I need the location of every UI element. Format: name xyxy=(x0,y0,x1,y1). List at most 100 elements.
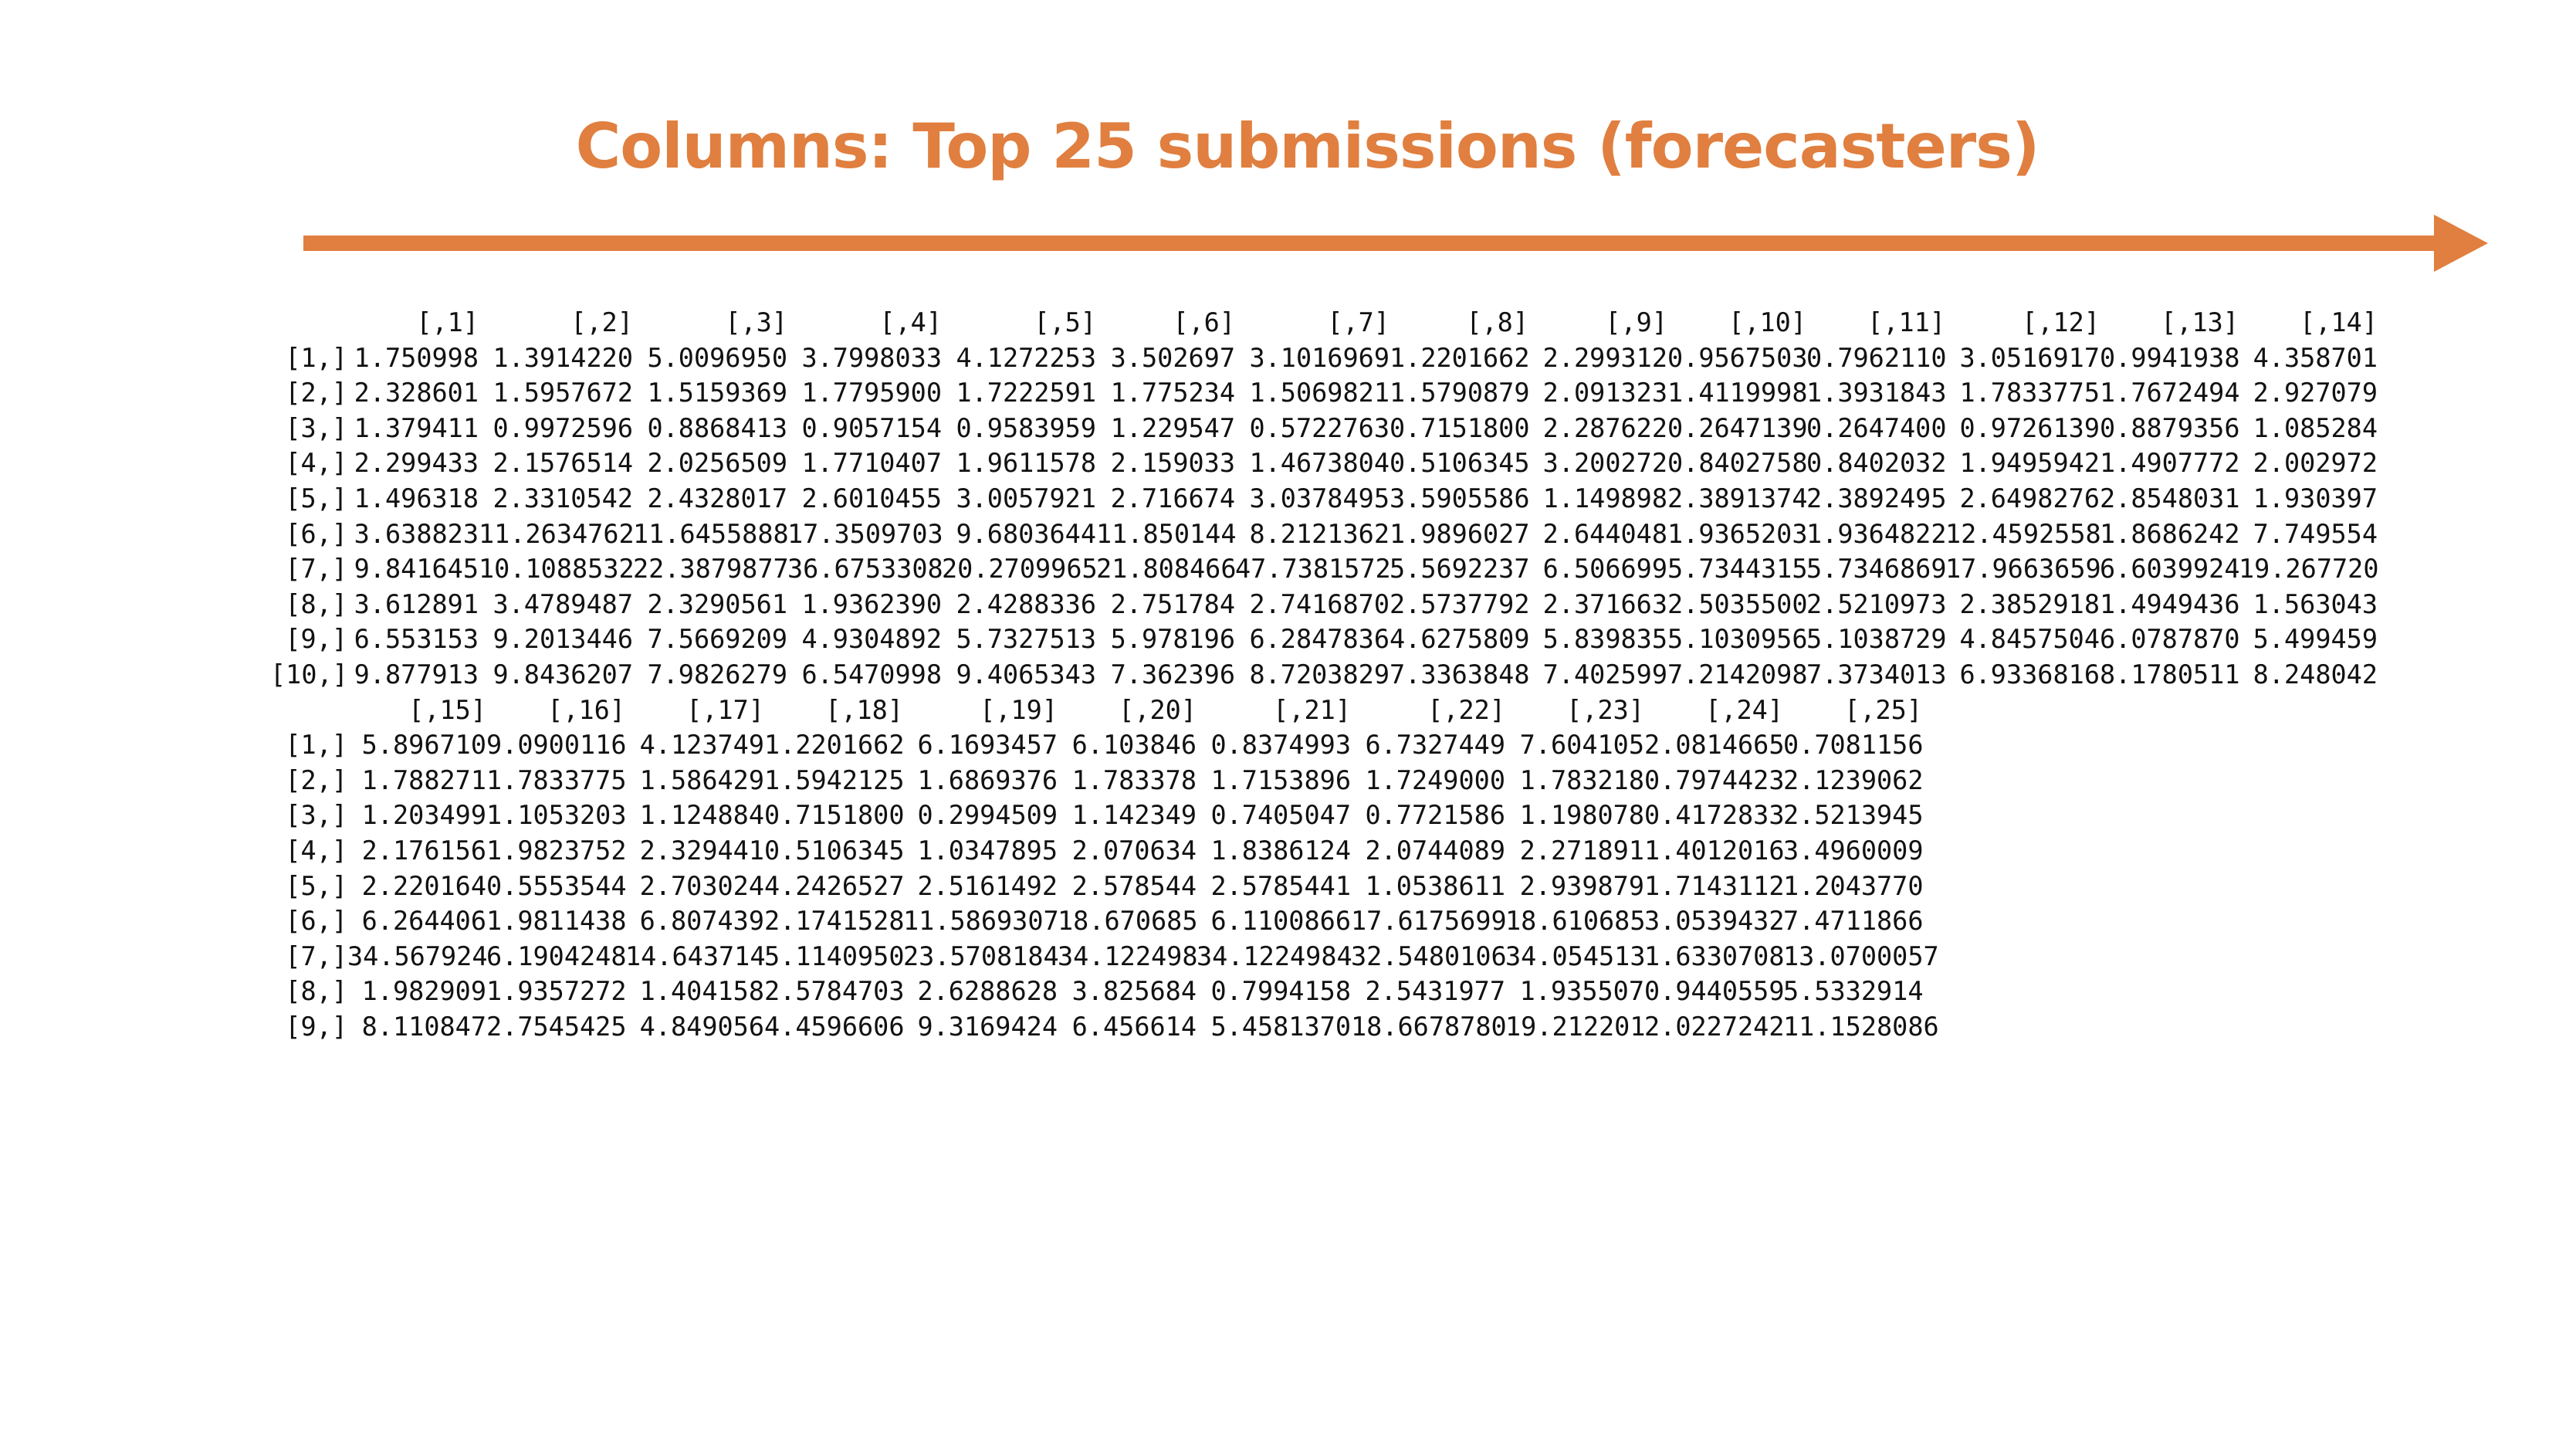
matrix-cell: 1.4949436 xyxy=(2100,588,2240,619)
matrix-cell: 2.5737792 xyxy=(1390,588,1530,619)
column-header: [,9] xyxy=(1605,307,1667,337)
matrix-cell: 1.404158 xyxy=(639,976,764,1007)
matrix-cell: 2.5035500 xyxy=(1667,588,1808,619)
column-header: [,7] xyxy=(1327,307,1390,337)
matrix-header-row: [,1] [,2] [,3] [,4] [,5] [,6] [,7] [,8] [,9] [,10… xyxy=(270,305,2493,341)
matrix-cell: 4.8457504 xyxy=(1959,624,2100,655)
matrix-cell: 0.8402758 xyxy=(1667,448,1808,479)
matrix-cell: 5.978196 xyxy=(1110,624,1235,655)
matrix-cell: 7.9826279 xyxy=(647,659,787,690)
matrix-cell: 1.7795900 xyxy=(801,378,942,408)
matrix-row: [10,] 9.877913 9.8436207 7.9826279 6.5470998… xyxy=(270,657,2493,693)
matrix-cell: 2.3852918 xyxy=(1959,588,2100,619)
matrix-cell: 6.456614 xyxy=(1071,1011,1197,1042)
matrix-cell: 9.877913 xyxy=(354,659,479,690)
matrix-cell: 0.9440559 xyxy=(1644,976,1785,1007)
matrix-row: [4,] 2.176156 1.9823752 2.329441 0.5106345 1.… xyxy=(270,833,2493,869)
matrix-cell: 9.4065343 xyxy=(956,659,1096,690)
matrix-cell: 2.091323 xyxy=(1542,378,1667,408)
matrix-cell: 1.085284 xyxy=(2253,412,2378,443)
matrix-cell: 2.7545425 xyxy=(486,1011,627,1042)
row-label: [7,] xyxy=(285,940,347,971)
matrix-cell: 3.612891 xyxy=(354,588,479,619)
matrix-cell: 2.002972 xyxy=(2253,448,2378,479)
matrix-cell: 0.7151800 xyxy=(764,800,905,831)
matrix-cell: 4.358701 xyxy=(2253,342,2378,373)
matrix-row: [6,] 6.264406 1.9811438 6.807439 2.1741528 11… xyxy=(270,903,2493,939)
matrix-cell: 5.7327513 xyxy=(956,624,1096,655)
matrix-cell: 2.329441 xyxy=(639,835,764,866)
row-label: [1,] xyxy=(285,342,347,373)
matrix-cell: 0.9057154 xyxy=(801,412,942,443)
matrix-cell: 2.1576514 xyxy=(493,448,633,479)
matrix-cell: 2.3891374 xyxy=(1667,483,1808,513)
matrix-cell: 1.3914220 xyxy=(493,342,633,373)
matrix-cell: 1.2043770 xyxy=(1783,870,1924,901)
matrix-cell: 19.267720 xyxy=(2239,554,2379,585)
matrix-cell: 0.7974423 xyxy=(1644,764,1785,795)
row-label: [4,] xyxy=(285,448,347,479)
matrix-cell: 3.200272 xyxy=(1542,448,1667,479)
matrix-cell: 7.3363848 xyxy=(1390,659,1530,690)
matrix-cell: 34.054513 xyxy=(1505,940,1646,971)
column-header: [,19] xyxy=(980,694,1058,725)
matrix-cell: 1.930397 xyxy=(2253,483,2378,513)
matrix-cell: 1.7833775 xyxy=(486,764,627,795)
column-header: [,4] xyxy=(879,307,942,337)
matrix-row: [1,] 1.750998 1.3914220 5.0096950 3.7998033 4… xyxy=(270,341,2493,376)
matrix-header-row: [,15] [,16] [,17] [,18] [,19] [,20] [,21] [,22]… xyxy=(270,693,2493,728)
matrix-row: [8,] 3.612891 3.4789487 2.3290561 1.9362390 2… xyxy=(270,587,2493,622)
matrix-cell: 8.110847 xyxy=(361,1011,486,1042)
matrix-cell: 1.142349 xyxy=(1071,800,1197,831)
matrix-cell: 4.6275809 xyxy=(1390,624,1530,655)
matrix-cell: 2.927079 xyxy=(2253,378,2378,408)
matrix-cell: 1.6330708 xyxy=(1644,940,1785,971)
matrix-cell: 6.2847836 xyxy=(1249,624,1390,655)
matrix-cell: 1.7833775 xyxy=(1959,378,2100,408)
matrix-cell: 4.123749 xyxy=(639,730,764,761)
matrix-cell: 2.271891 xyxy=(1519,835,1644,866)
matrix-cell: 2.5784703 xyxy=(764,976,905,1007)
matrix-cell: 7.362396 xyxy=(1110,659,1235,690)
matrix-cell: 1.229547 xyxy=(1110,412,1235,443)
matrix-cell: 1.2201662 xyxy=(764,730,905,761)
matrix-row: [6,] 3.638823 11.2634762 11.6455888 17.35097… xyxy=(270,517,2493,552)
matrix-row: [3,] 1.203499 1.1053203 1.124884 0.7151800 0.… xyxy=(270,798,2493,833)
matrix-cell: 5.1140950 xyxy=(764,940,905,971)
column-header: [,6] xyxy=(1173,307,1235,337)
matrix-cell: 1.9823752 xyxy=(486,835,627,866)
matrix-cell: 0.8868413 xyxy=(647,412,787,443)
matrix-cell: 10.1088532 xyxy=(479,554,635,585)
column-header: [,18] xyxy=(825,694,903,725)
matrix-cell: 1.775234 xyxy=(1110,378,1235,408)
matrix-cell: 34.122498 xyxy=(1058,940,1198,971)
matrix-cell: 9.6803644 xyxy=(956,518,1096,549)
matrix-cell: 0.8879356 xyxy=(2100,412,2240,443)
header-corner xyxy=(270,305,347,341)
matrix-cell: 8.248042 xyxy=(2253,659,2378,690)
matrix-cell: 1.0538611 xyxy=(1365,870,1505,901)
matrix-cell: 6.5470998 xyxy=(801,659,942,690)
matrix-row: [7,] 34.567924 6.1904248 14.643714 5.1140950… xyxy=(270,939,2493,974)
matrix-cell: 34.567924 xyxy=(347,940,488,971)
matrix-cell: 1.5069821 xyxy=(1249,378,1390,408)
matrix-cell: 1.9365203 xyxy=(1667,518,1808,549)
row-label: [7,] xyxy=(285,554,347,585)
row-label: [2,] xyxy=(285,764,347,795)
matrix-row: [7,] 9.841645 10.1088532 22.3879877 36.67533… xyxy=(270,551,2493,587)
matrix-cell: 7.2142098 xyxy=(1667,659,1808,690)
matrix-cell: 1.198078 xyxy=(1519,800,1644,831)
column-header: [,25] xyxy=(1844,694,1922,725)
matrix-cell: 3.825684 xyxy=(1071,976,1197,1007)
matrix-cell: 7.4711866 xyxy=(1783,906,1924,937)
column-header: [,22] xyxy=(1427,694,1505,725)
matrix-cell: 11.1528086 xyxy=(1783,1011,1939,1042)
matrix-row: [9,] 8.110847 2.7545425 4.849056 4.4596606 9.… xyxy=(270,1009,2493,1045)
matrix-cell: 17.3509703 xyxy=(787,518,943,549)
matrix-cell: 1.783218 xyxy=(1519,764,1644,795)
matrix-row: [4,] 2.299433 2.1576514 2.0256509 1.7710407 1… xyxy=(270,446,2493,481)
column-header: [,21] xyxy=(1273,694,1351,725)
matrix-cell: 9.8436207 xyxy=(493,659,633,690)
matrix-cell: 0.7081156 xyxy=(1783,730,1924,761)
matrix-cell: 0.4172833 xyxy=(1644,800,1785,831)
